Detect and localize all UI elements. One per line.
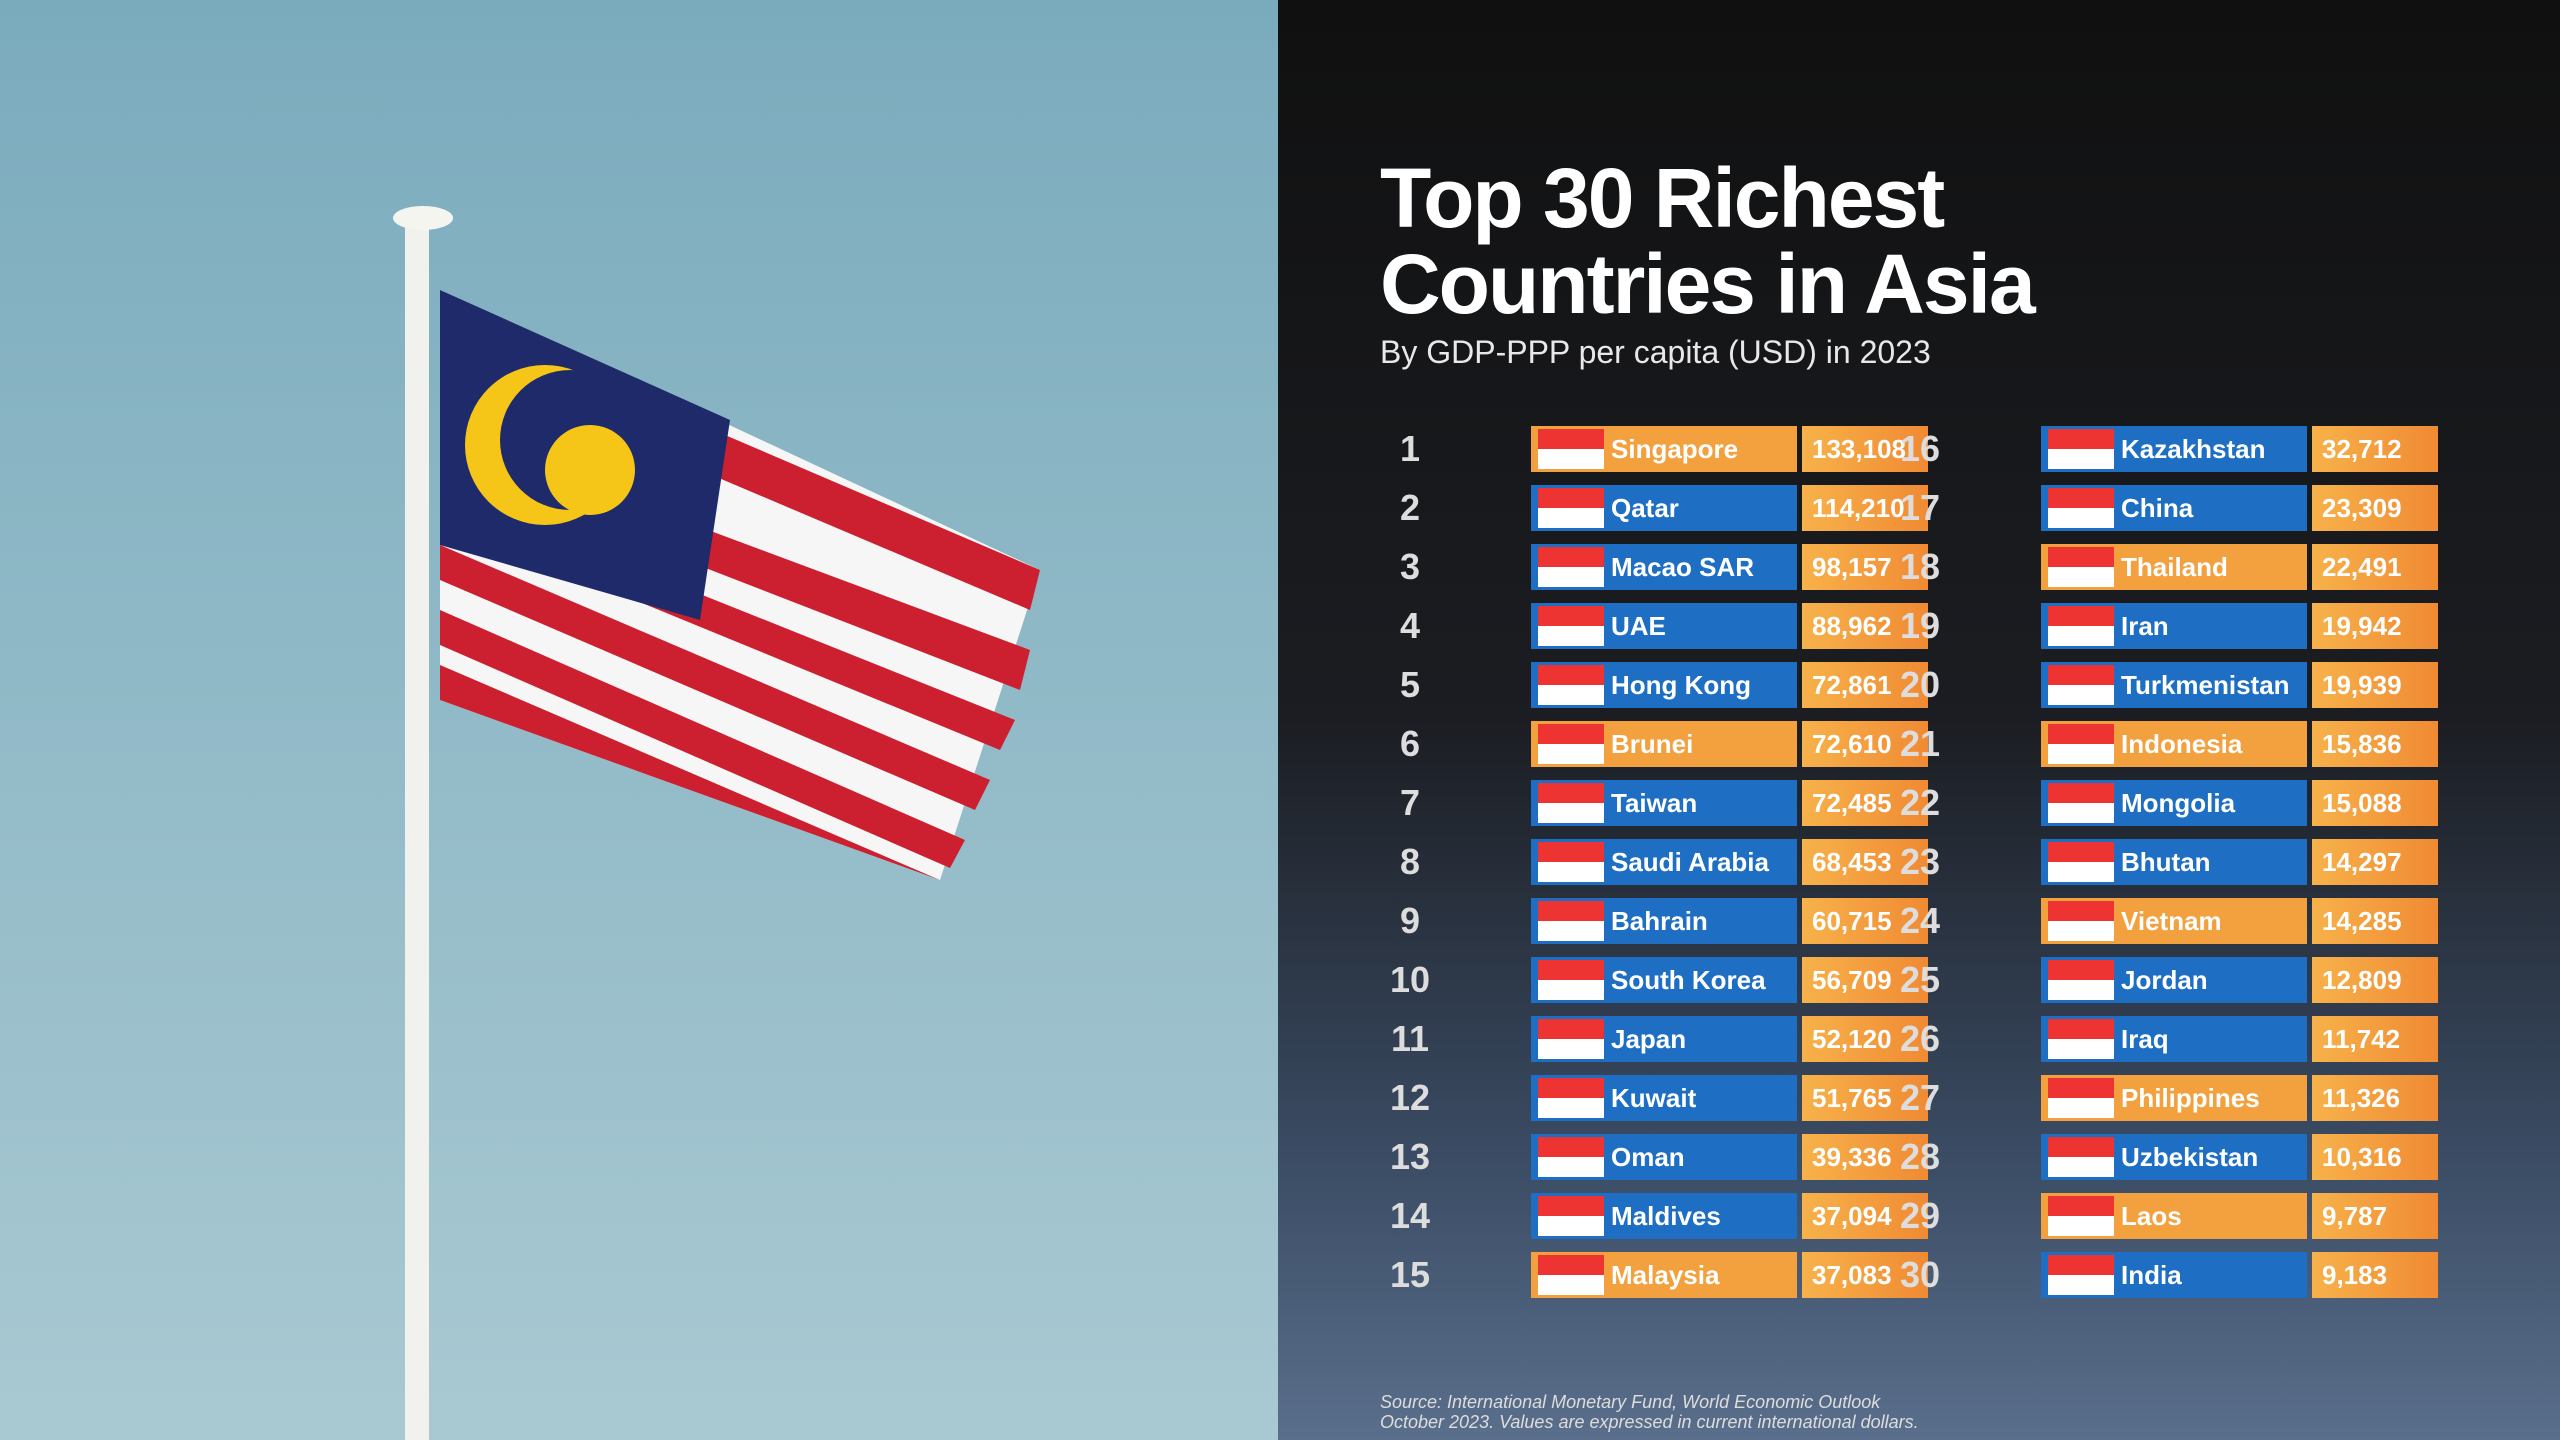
flag-icon bbox=[1535, 426, 1607, 472]
gdp-value: 39,336 bbox=[1802, 1134, 1928, 1180]
rank: 14 bbox=[1389, 1195, 1431, 1236]
rank: 26 bbox=[1899, 1018, 1941, 1059]
subtitle: By GDP-PPP per capita (USD) in 2023 bbox=[1380, 334, 1931, 370]
gdp-value: 19,939 bbox=[2312, 662, 2438, 708]
flag-icon bbox=[2045, 1016, 2117, 1062]
source: October 2023. Values are expressed in cu… bbox=[1380, 1412, 1919, 1432]
rank: 30 bbox=[1899, 1254, 1941, 1295]
gdp-value: 51,765 bbox=[1802, 1075, 1928, 1121]
rank: 13 bbox=[1389, 1136, 1431, 1177]
gdp-value: 9,183 bbox=[2312, 1252, 2438, 1298]
rank: 29 bbox=[1899, 1195, 1941, 1236]
flag-icon bbox=[2045, 721, 2117, 767]
rank: 20 bbox=[1899, 664, 1941, 705]
rank: 12 bbox=[1389, 1077, 1431, 1118]
flag-icon bbox=[1535, 1016, 1607, 1062]
gdp-value: 23,309 bbox=[2312, 485, 2438, 531]
rank: 28 bbox=[1899, 1136, 1941, 1177]
flag-icon bbox=[1535, 1134, 1607, 1180]
gdp-value: 114,210 bbox=[1802, 485, 1928, 531]
gdp-value: 22,491 bbox=[2312, 544, 2438, 590]
gdp-value: 56,709 bbox=[1802, 957, 1928, 1003]
gdp-value: 14,297 bbox=[2312, 839, 2438, 885]
rank: 9 bbox=[1399, 900, 1421, 941]
rank: 27 bbox=[1899, 1077, 1941, 1118]
gdp-value: 15,836 bbox=[2312, 721, 2438, 767]
gdp-value: 88,962 bbox=[1802, 603, 1928, 649]
gdp-value: 11,326 bbox=[2312, 1075, 2438, 1121]
rank: 21 bbox=[1899, 723, 1941, 764]
gdp-value: 10,316 bbox=[2312, 1134, 2438, 1180]
flag-icon bbox=[1535, 957, 1607, 1003]
source: Source: International Monetary Fund, Wor… bbox=[1380, 1392, 1881, 1412]
flag-icon bbox=[1535, 1193, 1607, 1239]
gdp-value: 72,485 bbox=[1802, 780, 1928, 826]
flag-icon bbox=[1535, 485, 1607, 531]
flag-icon bbox=[2045, 1252, 2117, 1298]
gdp-value: 14,285 bbox=[2312, 898, 2438, 944]
flag-icon bbox=[1535, 721, 1607, 767]
title: Countries in Asia bbox=[1380, 237, 2036, 331]
rank: 4 bbox=[1399, 605, 1421, 646]
rank: 8 bbox=[1399, 841, 1421, 882]
gdp-value: 37,094 bbox=[1802, 1193, 1928, 1239]
rank: 15 bbox=[1389, 1254, 1431, 1295]
flag-icon bbox=[2045, 485, 2117, 531]
rank: 10 bbox=[1389, 959, 1431, 1000]
rank: 16 bbox=[1899, 428, 1941, 469]
flag-icon bbox=[2045, 898, 2117, 944]
flag-icon bbox=[2045, 1075, 2117, 1121]
gdp-value: 19,942 bbox=[2312, 603, 2438, 649]
gdp-value: 15,088 bbox=[2312, 780, 2438, 826]
gdp-value: 68,453 bbox=[1802, 839, 1928, 885]
rank: 7 bbox=[1399, 782, 1421, 823]
rank: 23 bbox=[1899, 841, 1941, 882]
gdp-value: 133,108 bbox=[1802, 426, 1928, 472]
rank: 2 bbox=[1399, 487, 1421, 528]
gdp-value: 72,861 bbox=[1802, 662, 1928, 708]
flag-photo bbox=[0, 0, 1278, 1440]
flag-icon bbox=[2045, 662, 2117, 708]
gdp-value: 37,083 bbox=[1802, 1252, 1928, 1298]
country-cell: Maldives bbox=[1531, 1193, 1797, 1239]
rank: 18 bbox=[1899, 546, 1941, 587]
flag-icon bbox=[1535, 780, 1607, 826]
rank: 5 bbox=[1399, 664, 1421, 705]
rank: 19 bbox=[1899, 605, 1941, 646]
gdp-value: 11,742 bbox=[2312, 1016, 2438, 1062]
rank: 25 bbox=[1899, 959, 1941, 1000]
flag-icon bbox=[2045, 1134, 2117, 1180]
rank: 24 bbox=[1899, 900, 1941, 941]
gdp-value: 52,120 bbox=[1802, 1016, 1928, 1062]
flag-icon bbox=[2045, 957, 2117, 1003]
rank: 6 bbox=[1399, 723, 1421, 764]
gdp-value: 98,157 bbox=[1802, 544, 1928, 590]
rank: 3 bbox=[1399, 546, 1421, 587]
infographic: Top 30 Richest Countries in Asia By GDP-… bbox=[1278, 0, 2560, 1440]
flag-icon bbox=[2045, 544, 2117, 590]
gdp-value: 60,715 bbox=[1802, 898, 1928, 944]
flag-icon bbox=[1535, 662, 1607, 708]
gdp-value: 12,809 bbox=[2312, 957, 2438, 1003]
rank: 11 bbox=[1390, 1018, 1430, 1059]
flag-icon bbox=[1535, 544, 1607, 590]
flag-icon bbox=[2045, 839, 2117, 885]
title: Top 30 Richest bbox=[1380, 151, 1945, 245]
gdp-value: 72,610 bbox=[1802, 721, 1928, 767]
flag-icon bbox=[1535, 603, 1607, 649]
gdp-value: 32,712 bbox=[2312, 426, 2438, 472]
flag-icon bbox=[2045, 780, 2117, 826]
rank: 22 bbox=[1899, 782, 1941, 823]
rank: 1 bbox=[1399, 428, 1421, 469]
rank: 17 bbox=[1899, 487, 1941, 528]
flag-icon bbox=[2045, 603, 2117, 649]
flag-icon bbox=[1535, 1252, 1607, 1298]
flag-icon bbox=[2045, 1193, 2117, 1239]
flag-icon bbox=[1535, 898, 1607, 944]
flag-icon bbox=[2045, 426, 2117, 472]
gdp-value: 9,787 bbox=[2312, 1193, 2438, 1239]
flag-icon bbox=[1535, 839, 1607, 885]
flag-icon bbox=[1535, 1075, 1607, 1121]
